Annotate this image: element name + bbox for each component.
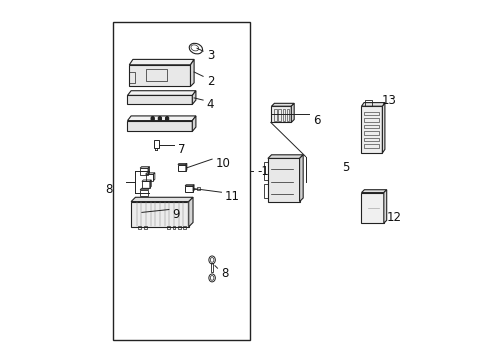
Text: 5: 5 (341, 161, 348, 174)
Bar (167, 226, 170, 229)
Bar (286, 109, 289, 121)
Circle shape (151, 118, 154, 121)
Bar (183, 226, 186, 229)
Text: 7: 7 (178, 143, 185, 156)
Polygon shape (129, 59, 194, 65)
Bar (153, 140, 159, 148)
Polygon shape (271, 106, 291, 122)
Text: 2: 2 (206, 75, 214, 87)
Polygon shape (361, 103, 384, 106)
Bar (196, 187, 200, 190)
Polygon shape (361, 190, 386, 193)
Bar (143, 226, 146, 229)
Polygon shape (267, 155, 303, 158)
Bar (138, 226, 141, 229)
Bar (211, 263, 213, 272)
Bar (364, 144, 379, 148)
Polygon shape (127, 91, 196, 95)
Circle shape (165, 117, 168, 120)
Polygon shape (127, 116, 196, 121)
Text: 6: 6 (312, 114, 320, 127)
Bar (278, 109, 280, 121)
Text: 9: 9 (172, 208, 180, 221)
Text: 10: 10 (215, 157, 230, 170)
Polygon shape (192, 116, 196, 131)
Text: 8: 8 (221, 267, 228, 280)
Circle shape (158, 117, 161, 120)
Polygon shape (291, 103, 294, 122)
Bar (364, 131, 379, 135)
Polygon shape (131, 197, 193, 202)
Bar (145, 69, 167, 81)
Text: 4: 4 (206, 98, 214, 111)
Bar (113, 22, 249, 340)
Polygon shape (129, 65, 190, 86)
Polygon shape (299, 155, 303, 202)
Bar (364, 125, 379, 128)
Circle shape (151, 117, 154, 120)
Bar (364, 112, 379, 115)
Circle shape (158, 118, 161, 121)
Bar (273, 109, 276, 121)
Polygon shape (361, 193, 383, 223)
Polygon shape (267, 158, 299, 202)
Polygon shape (188, 197, 193, 227)
Polygon shape (192, 91, 196, 104)
Polygon shape (382, 103, 384, 153)
Polygon shape (361, 106, 382, 153)
Polygon shape (190, 59, 194, 86)
Polygon shape (131, 202, 188, 227)
Circle shape (165, 118, 168, 121)
Bar (364, 138, 379, 141)
Bar (364, 118, 379, 122)
Polygon shape (127, 95, 192, 104)
Polygon shape (127, 121, 192, 131)
Bar (282, 109, 285, 121)
Bar (178, 226, 181, 229)
Text: 13: 13 (381, 94, 395, 107)
Polygon shape (383, 190, 386, 223)
Text: 12: 12 (386, 211, 401, 224)
Text: 8: 8 (105, 183, 113, 195)
Bar (172, 226, 175, 229)
Text: 3: 3 (206, 49, 214, 62)
Text: -1: -1 (257, 165, 268, 177)
Polygon shape (271, 103, 294, 106)
Text: 11: 11 (224, 190, 239, 203)
